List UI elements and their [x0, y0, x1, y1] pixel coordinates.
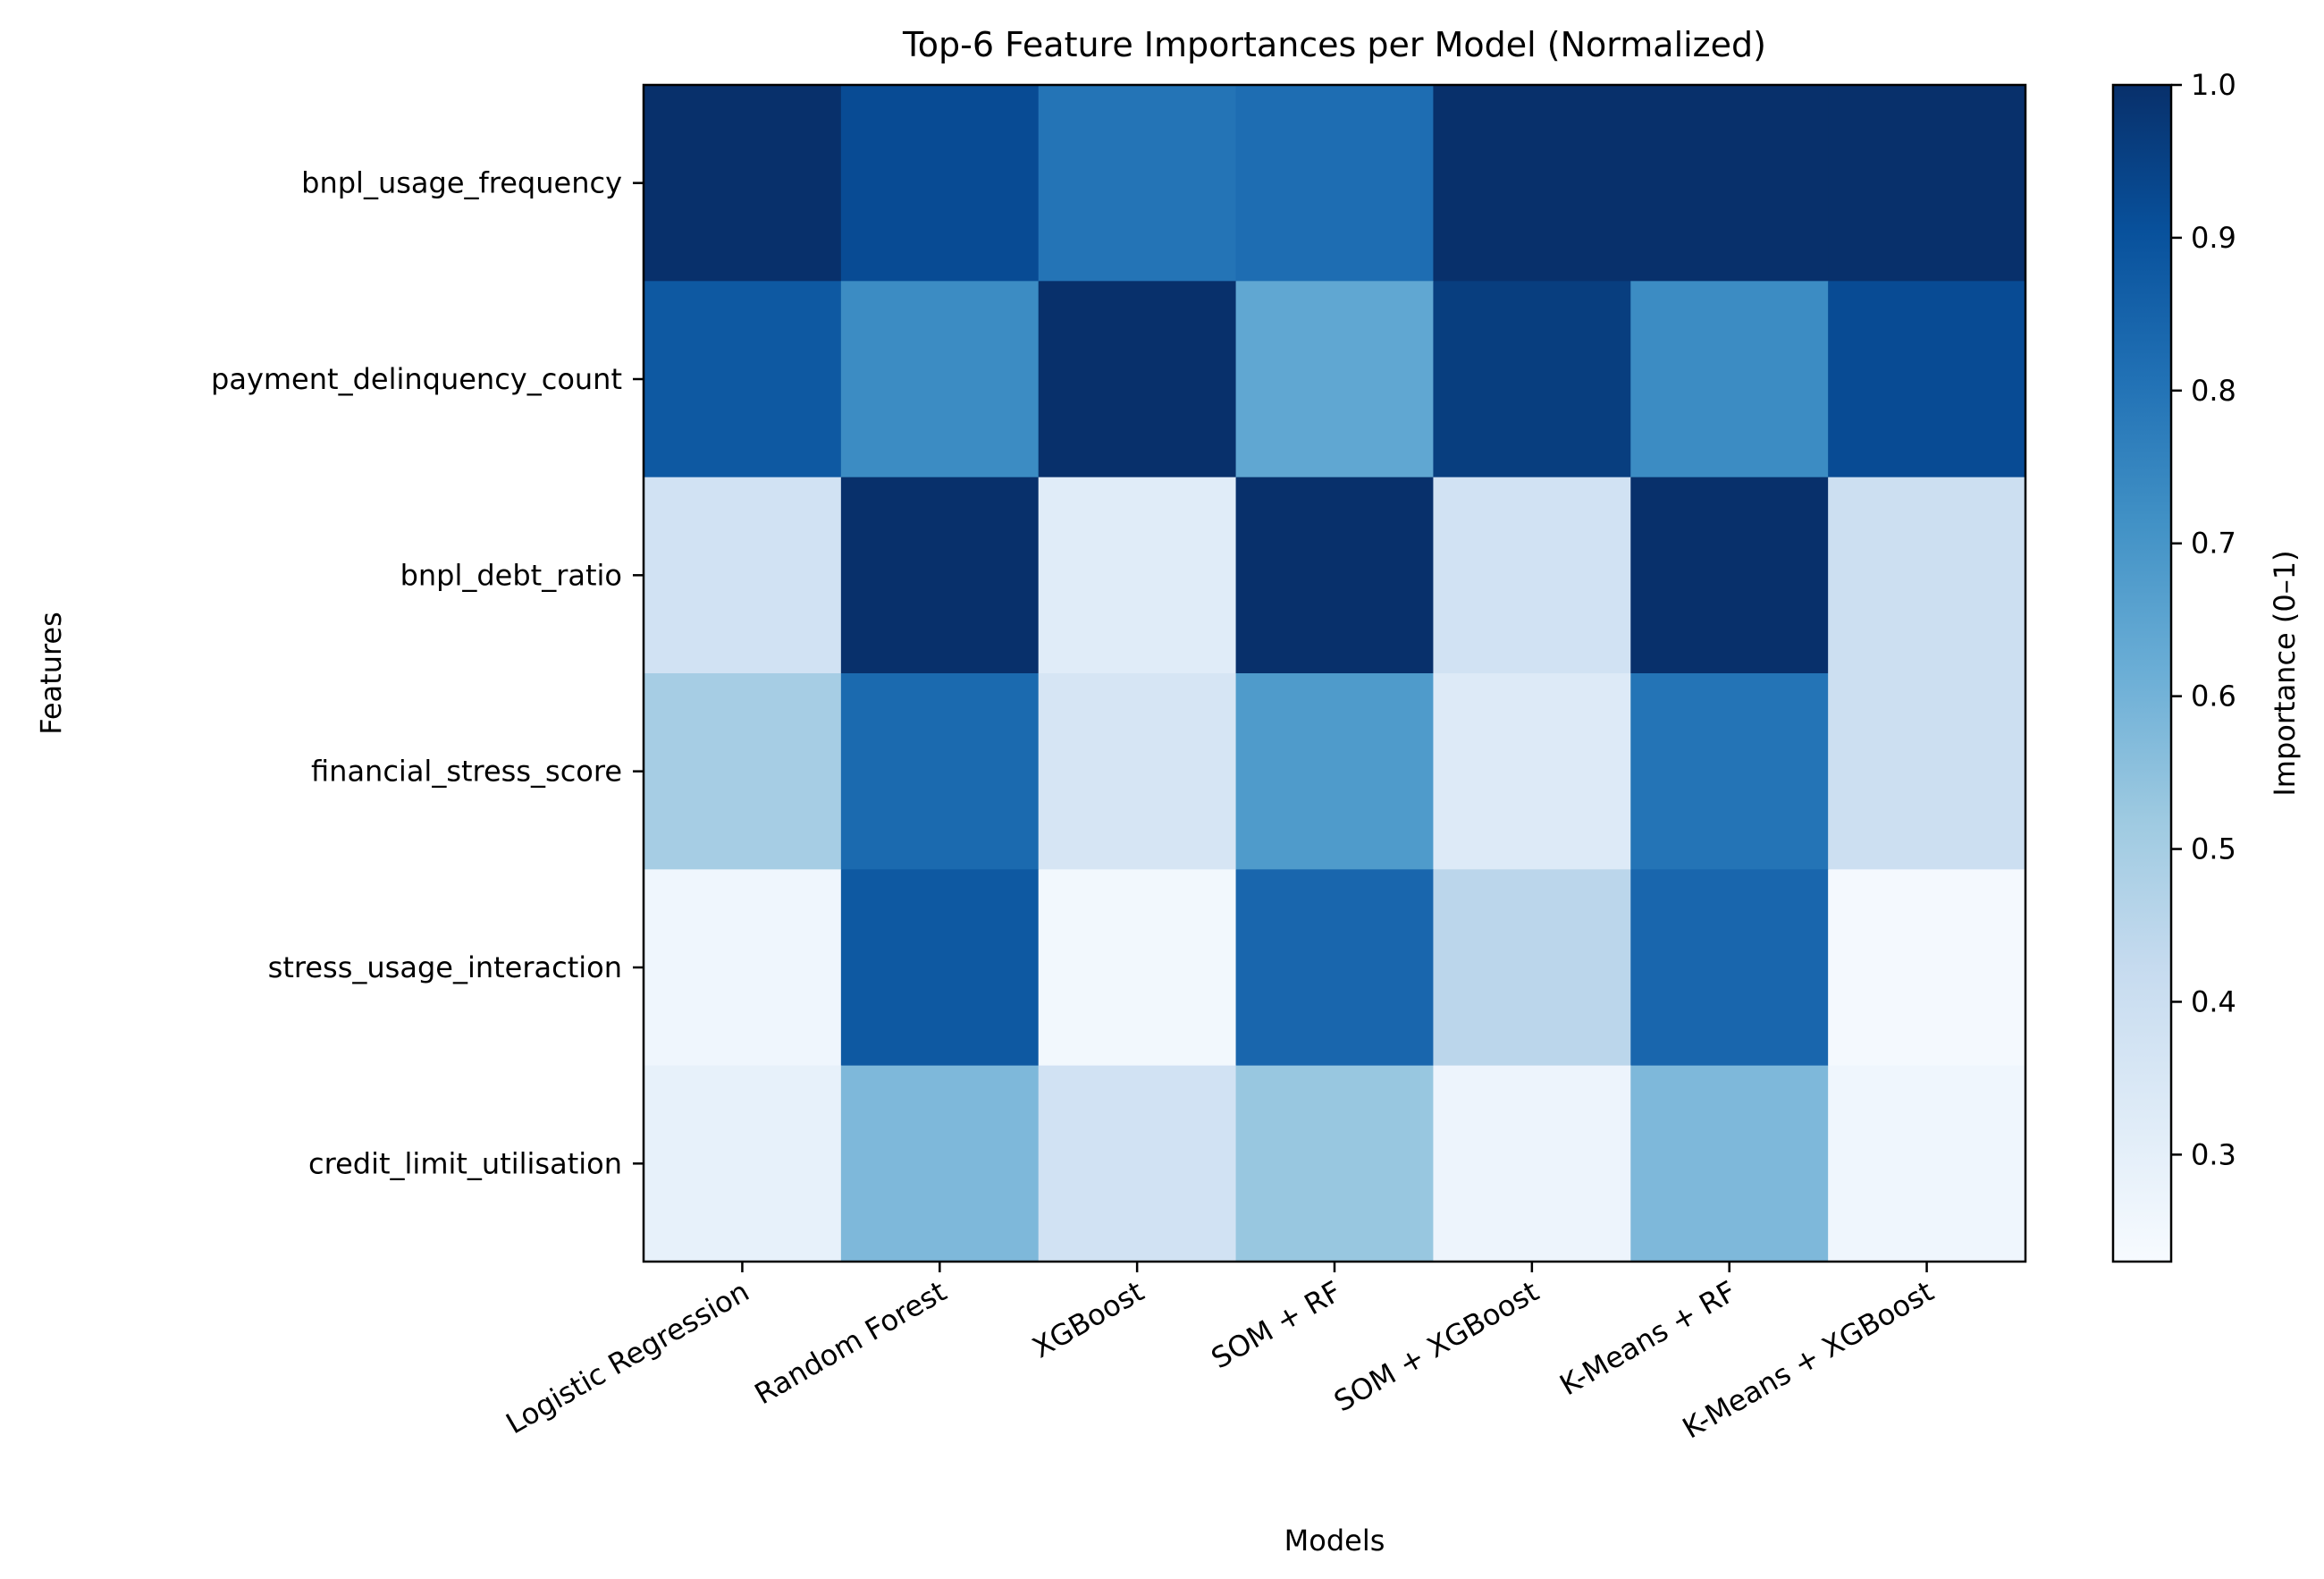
heatmap-cell	[1433, 477, 1631, 674]
heatmap-cell	[1828, 1065, 2026, 1262]
heatmap-cell	[1235, 1065, 1435, 1262]
heatmap-cell	[1433, 85, 1631, 282]
heatmap-cell	[1828, 85, 2026, 282]
x-tick-label: SOM + RF	[1206, 1274, 1347, 1375]
y-axis-label: Features	[34, 612, 68, 735]
heatmap-cell	[1038, 869, 1237, 1067]
colorbar-tick-label: 0.5	[2191, 832, 2236, 866]
y-tick-label: stress_usage_interaction	[268, 950, 622, 984]
x-tick-label: Logistic Regression	[501, 1274, 755, 1440]
heatmap-cell	[1630, 281, 1829, 478]
y-tick-label: credit_limit_utilisation	[308, 1146, 622, 1180]
heatmap-cell	[644, 281, 842, 478]
heatmap-cell	[840, 673, 1040, 870]
y-tick-label: bnpl_usage_frequency	[301, 166, 622, 200]
chart-title: Top-6 Feature Importances per Model (Nor…	[902, 25, 1766, 64]
heatmap-cell	[1235, 869, 1435, 1067]
heatmap-cell	[644, 477, 842, 674]
colorbar-tick-label: 0.9	[2191, 221, 2236, 255]
heatmap-cell	[1235, 477, 1435, 674]
heatmap-cell	[1038, 1065, 1237, 1262]
colorbar-tick-label: 0.6	[2191, 680, 2236, 714]
x-axis-label: Models	[1284, 1524, 1385, 1558]
heatmap-cell	[1433, 1065, 1631, 1262]
heatmap-cell	[1630, 673, 1829, 870]
heatmap-cell	[1433, 673, 1631, 870]
heatmap-cell	[644, 869, 842, 1067]
heatmap-cell	[1235, 281, 1435, 478]
y-tick-label: financial_stress_score	[311, 755, 622, 789]
heatmap-cell	[840, 1065, 1040, 1262]
heatmap-cell	[840, 869, 1040, 1067]
colorbar-label: Importance (0–1)	[2268, 550, 2302, 796]
heatmap-cell	[1630, 477, 1829, 674]
y-axis-ticks: bnpl_usage_frequency payment_delinquency_…	[211, 166, 644, 1180]
heatmap-cell	[1235, 85, 1435, 282]
x-tick-label: SOM + XGBoost	[1328, 1274, 1545, 1419]
heatmap-cell	[1038, 673, 1237, 870]
heatmap-cell	[1828, 869, 2026, 1067]
heatmap-cell	[840, 281, 1040, 478]
y-tick-label: bnpl_debt_ratio	[400, 558, 622, 592]
heatmap-cell	[840, 477, 1040, 674]
colorbar-tick-label: 0.8	[2191, 374, 2236, 408]
heatmap-cell	[1630, 85, 1829, 282]
x-tick-label: XGBoost	[1026, 1274, 1149, 1364]
colorbar-tick-label: 1.0	[2191, 68, 2236, 102]
heatmap-cell	[644, 85, 842, 282]
colorbar-tick-label: 0.3	[2191, 1137, 2236, 1171]
heatmap-cell	[1038, 477, 1237, 674]
heatmap-cell	[644, 1065, 842, 1262]
heatmap-cell	[1433, 281, 1631, 478]
heatmap-cells	[644, 85, 2026, 1262]
heatmap-cell	[1630, 1065, 1829, 1262]
colorbar	[2111, 83, 2173, 1263]
heatmap-cell	[1630, 869, 1829, 1067]
heatmap-cell	[644, 673, 842, 870]
heatmap-cell	[1038, 281, 1237, 478]
heatmap-cell	[1828, 477, 2026, 674]
heatmap-cell	[840, 85, 1040, 282]
heatmap-cell	[1828, 673, 2026, 870]
colorbar-tick-label: 0.4	[2191, 984, 2236, 1018]
colorbar-tick-label: 0.7	[2191, 527, 2236, 561]
x-tick-label: K-Means + RF	[1554, 1274, 1741, 1402]
heatmap-cell	[1828, 281, 2026, 478]
x-tick-label: Random Forest	[749, 1274, 953, 1411]
colorbar-ticks: 0.3 0.4 0.5 0.6 0.7 0.8 0.9 1.0	[2171, 68, 2236, 1171]
y-tick-label: payment_delinquency_count	[211, 362, 622, 396]
heatmap-cell	[1038, 85, 1237, 282]
heatmap-cell	[1235, 673, 1435, 870]
heatmap-cell	[1433, 869, 1631, 1067]
